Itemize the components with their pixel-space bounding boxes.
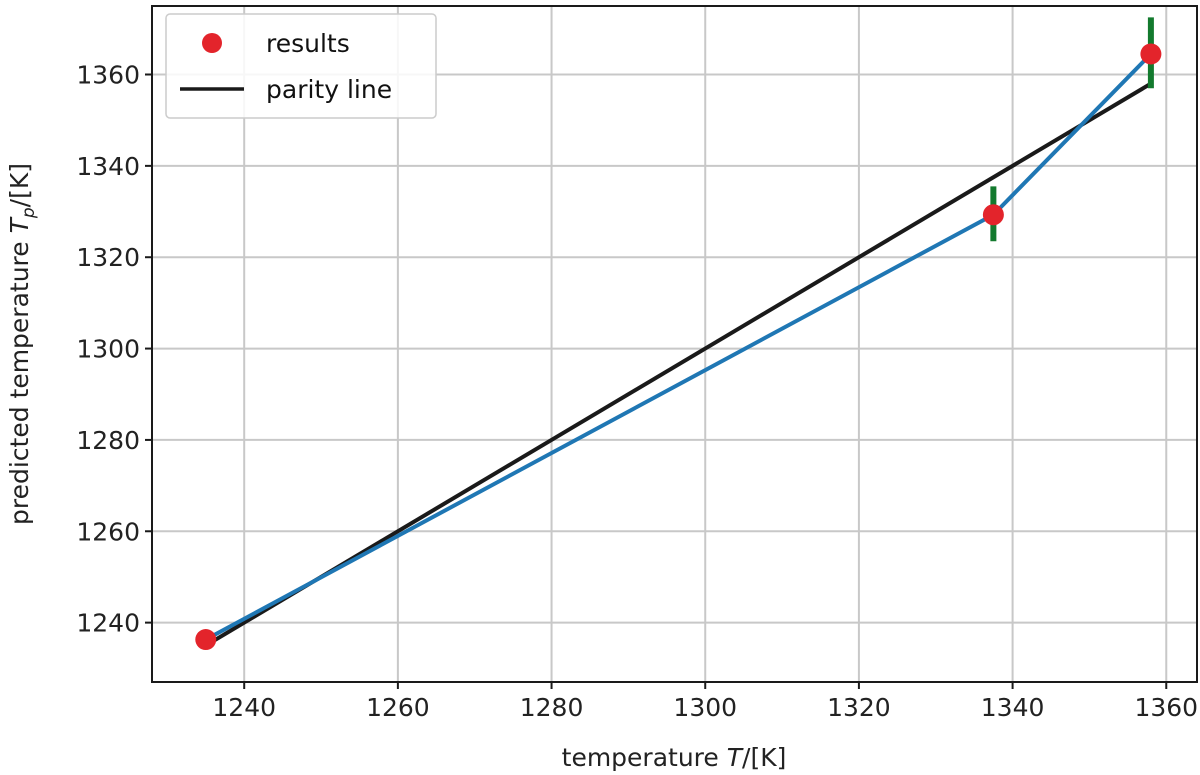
x-axis-label-text: temperature <box>562 743 727 772</box>
result-point <box>982 204 1004 226</box>
x-tick-label: 1340 <box>981 693 1045 722</box>
y-tick-label: 1300 <box>76 335 140 364</box>
y-tick-label: 1240 <box>76 609 140 638</box>
x-tick-label: 1360 <box>1134 693 1198 722</box>
x-tick-label: 1240 <box>212 693 276 722</box>
y-axis-ticks: 1240 1260 1280 1300 1320 1340 1360 <box>76 61 152 638</box>
y-axis-label-subscript: p <box>19 207 39 219</box>
y-axis-label-unit: /[K] <box>5 163 34 207</box>
legend-label-parity-line: parity line <box>266 75 392 104</box>
y-axis-label-symbol: T <box>5 216 34 233</box>
plot-frame <box>151 5 1198 683</box>
grid <box>152 6 1197 682</box>
legend-box <box>165 13 437 119</box>
y-tick-label: 1340 <box>76 152 140 181</box>
legend-marker-results <box>202 33 222 53</box>
x-tick-label: 1280 <box>520 693 584 722</box>
x-axis-label: temperature T/[K] <box>562 743 787 772</box>
y-tick-label: 1260 <box>76 517 140 546</box>
x-axis-label-unit: /[K] <box>742 743 786 772</box>
result-point <box>1140 43 1162 65</box>
plot-series <box>195 17 1162 651</box>
y-tick-label: 1320 <box>76 243 140 272</box>
result-point <box>195 629 217 651</box>
legend-label-results: results <box>266 29 350 58</box>
y-tick-label: 1360 <box>76 61 140 90</box>
x-tick-label: 1300 <box>673 693 737 722</box>
x-tick-label: 1320 <box>827 693 891 722</box>
legend: results parity line <box>165 13 437 119</box>
x-axis-label-symbol: T <box>727 743 744 772</box>
y-tick-label: 1280 <box>76 426 140 455</box>
x-tick-label: 1260 <box>366 693 430 722</box>
parity-line <box>204 81 1152 648</box>
y-axis-label: predicted temperature Tp/[K] <box>5 163 39 525</box>
x-axis-ticks: 1240 1260 1280 1300 1320 1340 1360 <box>212 682 1198 722</box>
y-axis-label-text: predicted temperature <box>5 233 34 525</box>
